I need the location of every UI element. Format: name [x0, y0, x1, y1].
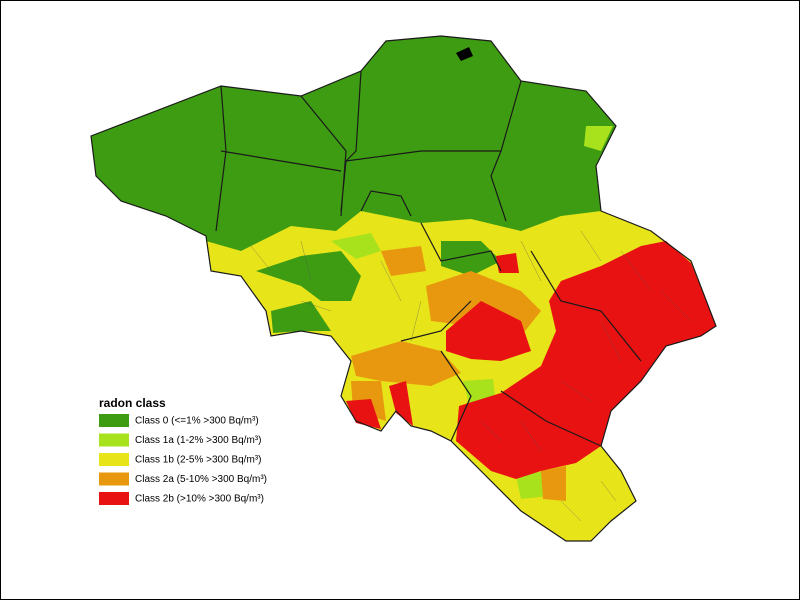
legend-label: Class 0 (<=1% >300 Bq/m³) — [135, 416, 259, 427]
map-region — [441, 241, 501, 276]
map-region — [346, 399, 381, 429]
legend-label: Class 2a (5-10% >300 Bq/m³) — [135, 474, 267, 485]
map-region — [456, 241, 716, 479]
municipality-border — [250, 230, 692, 522]
legend-swatch — [99, 492, 129, 505]
legend-swatch — [99, 472, 129, 486]
legend-label: Class 2b (>10% >300 Bq/m³) — [135, 494, 264, 505]
map-regions — [91, 36, 716, 541]
legend-label: Class 1a (1-2% >300 Bq/m³) — [135, 435, 261, 446]
map-region — [541, 466, 566, 501]
legend-swatch — [99, 414, 129, 427]
legend-swatch — [99, 453, 129, 466]
legend-title: radon class — [99, 396, 166, 410]
map-region — [351, 341, 461, 386]
legend-label: Class 1b (2-5% >300 Bq/m³) — [135, 455, 261, 466]
province-border — [215, 70, 642, 447]
map-region — [584, 126, 613, 151]
map-region — [331, 233, 381, 259]
legend-swatch — [99, 433, 129, 447]
enclave — [456, 47, 473, 61]
legend: radon class Class 0 (<=1% >300 Bq/m³) Cla… — [99, 396, 267, 505]
map-region — [256, 251, 361, 301]
map-region — [446, 301, 531, 361]
country-border — [90, 35, 717, 542]
map-region — [271, 301, 331, 333]
map-region — [381, 246, 426, 276]
map-region — [516, 471, 549, 499]
map-region — [389, 381, 413, 426]
map-region — [496, 253, 519, 273]
